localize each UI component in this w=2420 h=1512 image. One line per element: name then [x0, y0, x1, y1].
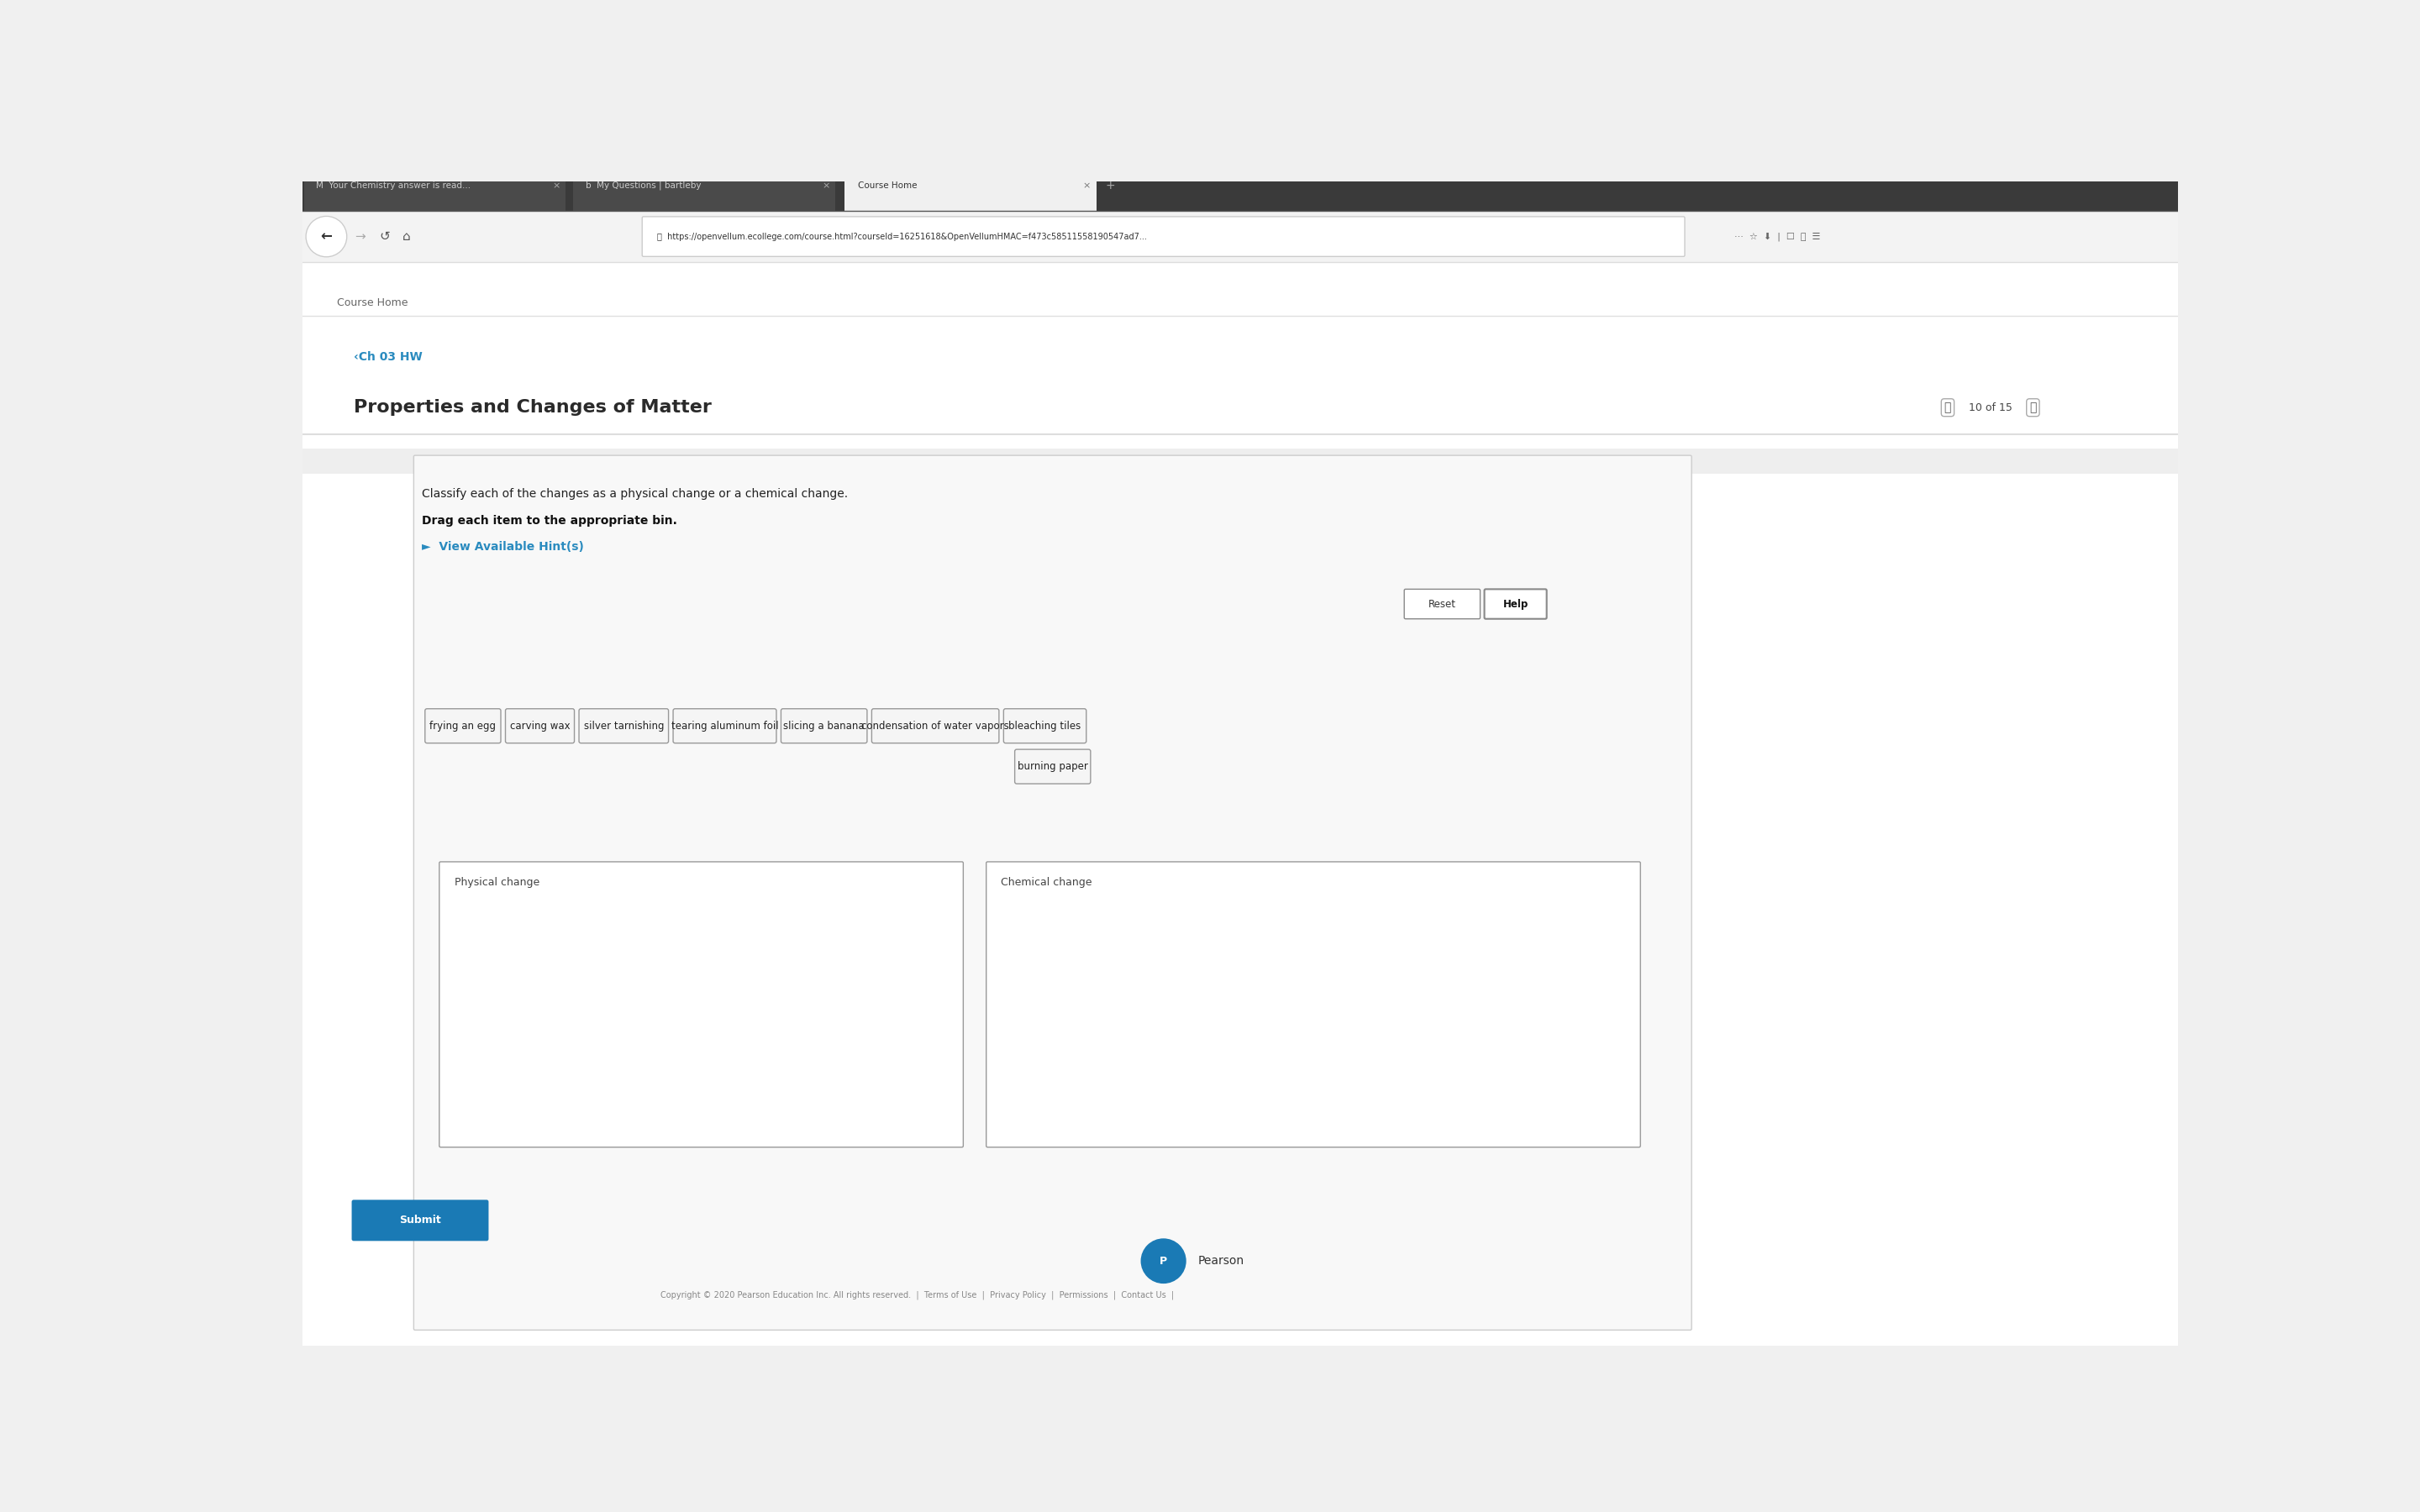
Text: 🔒  https://openvellum.ecollege.com/course.html?courseId=16251618&OpenVellumHMAC=: 🔒 https://openvellum.ecollege.com/course… [658, 233, 1147, 240]
Text: 〉: 〉 [2030, 402, 2038, 413]
FancyBboxPatch shape [1404, 590, 1481, 618]
Text: slicing a banana: slicing a banana [784, 720, 864, 732]
Text: Physical change: Physical change [455, 877, 540, 888]
Text: ←: ← [319, 228, 332, 243]
FancyBboxPatch shape [578, 709, 668, 742]
FancyBboxPatch shape [414, 455, 1692, 1331]
Text: burning paper: burning paper [1016, 761, 1089, 773]
FancyBboxPatch shape [641, 216, 1684, 257]
Text: P: P [1159, 1255, 1166, 1267]
FancyBboxPatch shape [506, 709, 574, 742]
Circle shape [1142, 1238, 1186, 1284]
FancyBboxPatch shape [845, 159, 1096, 212]
Text: Course Home: Course Home [336, 298, 407, 308]
Text: 〈: 〈 [1943, 402, 1951, 413]
Circle shape [305, 216, 346, 257]
FancyBboxPatch shape [302, 212, 2178, 262]
FancyBboxPatch shape [782, 709, 866, 742]
Text: silver tarnishing: silver tarnishing [583, 720, 663, 732]
FancyBboxPatch shape [302, 448, 2178, 473]
Text: ×: × [1082, 181, 1091, 191]
FancyBboxPatch shape [574, 160, 835, 210]
Text: ×: × [552, 181, 561, 191]
Text: +: + [1106, 180, 1116, 192]
FancyBboxPatch shape [302, 262, 2178, 1346]
FancyBboxPatch shape [426, 709, 501, 742]
Text: M  Your Chemistry answer is read...: M Your Chemistry answer is read... [317, 181, 472, 191]
Text: carving wax: carving wax [511, 720, 571, 732]
FancyBboxPatch shape [305, 160, 566, 210]
Text: b  My Questions | bartleby: b My Questions | bartleby [586, 181, 702, 191]
Text: Chemical change: Chemical change [1002, 877, 1091, 888]
Text: Drag each item to the appropriate bin.: Drag each item to the appropriate bin. [421, 516, 678, 526]
Text: ‹Ch 03 HW: ‹Ch 03 HW [353, 351, 423, 363]
Text: Pearson: Pearson [1198, 1255, 1244, 1267]
Text: tearing aluminum foil: tearing aluminum foil [670, 720, 779, 732]
Text: Reset: Reset [1428, 599, 1457, 609]
Text: ↺: ↺ [380, 230, 390, 243]
Text: Copyright © 2020 Pearson Education Inc. All rights reserved.  |  Terms of Use  |: Copyright © 2020 Pearson Education Inc. … [661, 1290, 1174, 1299]
Text: ⌂: ⌂ [402, 230, 411, 243]
FancyBboxPatch shape [440, 862, 963, 1148]
Text: →: → [356, 230, 365, 243]
FancyBboxPatch shape [871, 709, 999, 742]
FancyBboxPatch shape [1004, 709, 1087, 742]
Text: ···  ☆  ⬇  |  ☐  👤  ☰: ··· ☆ ⬇ | ☐ 👤 ☰ [1735, 233, 1820, 240]
Text: ×: × [823, 181, 830, 191]
Text: Properties and Changes of Matter: Properties and Changes of Matter [353, 399, 711, 416]
Text: 10 of 15: 10 of 15 [1967, 402, 2011, 413]
Text: Classify each of the changes as a physical change or a chemical change.: Classify each of the changes as a physic… [421, 488, 847, 500]
Text: Help: Help [1503, 599, 1529, 609]
FancyBboxPatch shape [1483, 590, 1546, 618]
FancyBboxPatch shape [302, 160, 2178, 212]
Text: Course Home: Course Home [859, 181, 917, 191]
Text: frying an egg: frying an egg [431, 720, 496, 732]
FancyBboxPatch shape [351, 1201, 489, 1241]
Text: Submit: Submit [399, 1216, 440, 1226]
Text: condensation of water vapors: condensation of water vapors [862, 720, 1009, 732]
FancyBboxPatch shape [673, 709, 777, 742]
FancyBboxPatch shape [987, 862, 1641, 1148]
Text: bleaching tiles: bleaching tiles [1009, 720, 1082, 732]
Text: ►  View Available Hint(s): ► View Available Hint(s) [421, 541, 583, 552]
FancyBboxPatch shape [1014, 750, 1091, 783]
